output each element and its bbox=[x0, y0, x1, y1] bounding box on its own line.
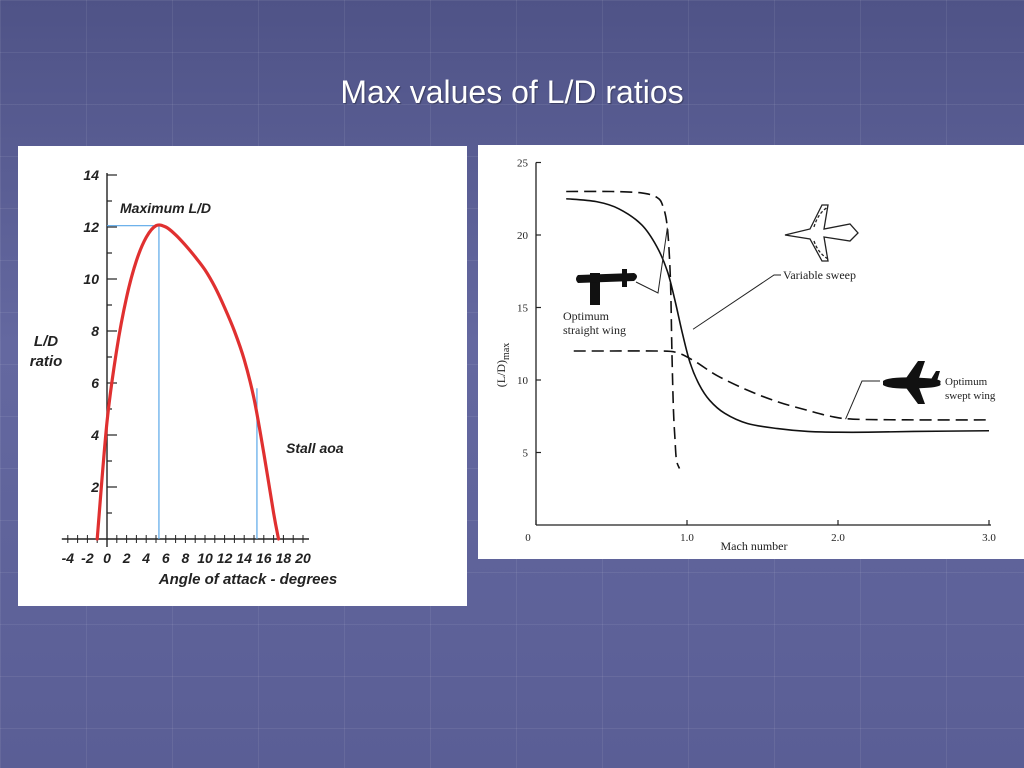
left-chart-x-axis-label: Angle of attack - degrees bbox=[158, 571, 337, 588]
left-chart-x-tick-label: 16 bbox=[256, 550, 272, 566]
series-optimum-straight-wing bbox=[566, 190, 681, 469]
left-chart-x-tick-label: -4 bbox=[62, 550, 75, 566]
optimum-straight-wing-label-line-1: Optimum bbox=[563, 309, 610, 323]
right-chart-tick-labels: 5 10 15 20 25 0 1.0 2.0 3.0 bbox=[517, 158, 996, 545]
ld-max-vs-mach-chart-panel: 5 10 15 20 25 0 1.0 2.0 3.0 Mach number (L/D)max… bbox=[478, 145, 1024, 559]
left-chart-guide-lines bbox=[107, 225, 258, 539]
right-chart-axes bbox=[535, 161, 991, 526]
left-chart-x-tick-label: 18 bbox=[276, 550, 292, 566]
swept-wing-leader bbox=[845, 380, 880, 420]
left-chart-y-tick-label: 4 bbox=[90, 427, 99, 443]
right-chart-y-tick-label: 20 bbox=[517, 230, 529, 242]
straight-wing-aircraft-icon bbox=[576, 269, 637, 305]
straight-wing-leader bbox=[635, 227, 668, 294]
left-chart-series bbox=[95, 223, 281, 541]
variable-sweep-label: Variable sweep bbox=[783, 268, 856, 282]
left-chart-x-tick-label: 4 bbox=[141, 550, 150, 566]
right-chart-x-axis-label: Mach number bbox=[721, 539, 788, 553]
right-chart-series bbox=[566, 190, 990, 469]
left-chart-x-tick-label: 6 bbox=[162, 550, 170, 566]
left-chart-y-tick-label: 14 bbox=[83, 167, 99, 183]
left-chart-y-tick-label: 2 bbox=[90, 479, 99, 495]
optimum-swept-wing-label-line-2: swept wing bbox=[945, 390, 996, 402]
ld-vs-aoa-chart-panel: -4 -2 0 2 4 6 8 10 12 14 16 18 20 2 4 6 8 10 12 14 L/D ratio… bbox=[18, 146, 467, 606]
left-chart-x-tick-label: 20 bbox=[294, 550, 311, 566]
right-chart-leader-lines bbox=[635, 227, 880, 420]
left-chart-x-tick-label: 0 bbox=[103, 550, 111, 566]
right-chart-y-tick-label: 5 bbox=[523, 448, 529, 460]
slide-title: Max values of L/D ratios bbox=[340, 74, 684, 110]
right-chart-y-axis-label: (L/D)max bbox=[494, 343, 512, 388]
right-chart-y-tick-label: 25 bbox=[517, 158, 529, 170]
right-chart-y-tick-label: 10 bbox=[517, 375, 529, 387]
left-chart-x-tick-label: 14 bbox=[236, 550, 252, 566]
right-chart-x-tick-label: 2.0 bbox=[831, 532, 845, 544]
left-chart-x-tick-label: 2 bbox=[122, 550, 131, 566]
left-chart-y-axis-label-line: ratio bbox=[30, 353, 63, 370]
series-variable-sweep bbox=[566, 197, 990, 434]
right-chart-x-tick-label: 0 bbox=[525, 532, 531, 544]
right-chart-y-tick-label: 15 bbox=[517, 303, 529, 315]
right-chart-y-axis-label-sub: max bbox=[501, 343, 512, 360]
swept-wing-aircraft-icon bbox=[883, 361, 941, 404]
ld-ratio-curve bbox=[95, 223, 281, 541]
left-chart-x-tick-label: 10 bbox=[197, 550, 213, 566]
right-chart-x-tick-label: 1.0 bbox=[680, 532, 694, 544]
series-optimum-swept-wing bbox=[573, 350, 990, 421]
left-chart-y-axis-label: L/D ratio bbox=[30, 333, 63, 370]
left-chart-y-axis-label-line: L/D bbox=[34, 333, 58, 350]
left-chart-x-tick-label: 8 bbox=[182, 550, 190, 566]
ld-max-vs-mach-chart: 5 10 15 20 25 0 1.0 2.0 3.0 Mach number (L/D)max… bbox=[494, 158, 996, 554]
left-chart-x-tick-label: 12 bbox=[217, 550, 233, 566]
left-chart-x-tick-label: -2 bbox=[81, 550, 94, 566]
optimum-straight-wing-label-line-2: straight wing bbox=[563, 323, 626, 337]
left-chart-y-tick-label: 12 bbox=[83, 219, 99, 235]
left-chart-y-tick-label: 8 bbox=[91, 323, 99, 339]
variable-sweep-aircraft-icon bbox=[784, 204, 859, 262]
left-chart-y-tick-label: 6 bbox=[91, 375, 99, 391]
left-chart-y-tick-label: 10 bbox=[83, 271, 99, 287]
optimum-swept-wing-label-line-1: Optimum bbox=[945, 376, 988, 388]
maximum-ld-annotation: Maximum L/D bbox=[120, 200, 211, 216]
right-chart-y-axis-label-main: (L/D) bbox=[494, 360, 508, 387]
right-chart-x-tick-label: 3.0 bbox=[982, 532, 996, 544]
variable-sweep-leader bbox=[692, 274, 781, 330]
stall-aoa-annotation: Stall aoa bbox=[286, 440, 344, 456]
